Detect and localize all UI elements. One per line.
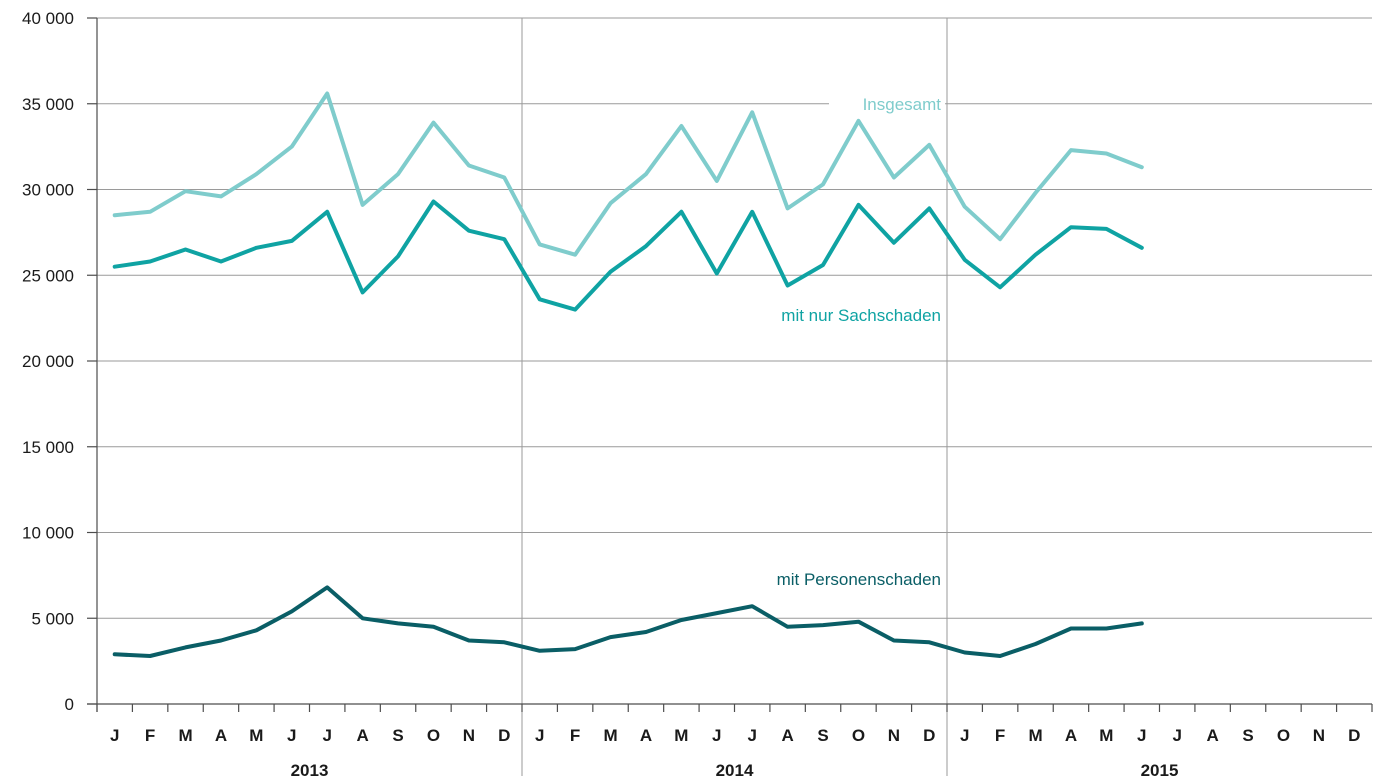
- year-labels: 2013 2014 2015: [291, 761, 1179, 780]
- x-tick-label: J: [287, 726, 296, 745]
- y-axis-tick-labels: 0 5 000 10 000 15 000 20 000 25 000 30 000 35 0…: [22, 9, 74, 714]
- x-tick-label: M: [603, 726, 617, 745]
- series-line: [112, 91, 1144, 257]
- series-lines: [112, 91, 1144, 658]
- x-tick-label: M: [674, 726, 688, 745]
- x-tick-label: D: [498, 726, 510, 745]
- year-label: 2013: [291, 761, 329, 780]
- x-tick-label: O: [852, 726, 865, 745]
- x-tick-label: F: [570, 726, 580, 745]
- y-tick-label: 25 000: [22, 266, 74, 285]
- axes: [87, 17, 1373, 712]
- y-tick-label: 10 000: [22, 524, 74, 543]
- y-tick-label: 5 000: [31, 609, 74, 628]
- y-tick-label: 35 000: [22, 95, 74, 114]
- y-tick-label: 30 000: [22, 181, 74, 200]
- y-tick-label: 40 000: [22, 9, 74, 28]
- series-label: mit Personenschaden: [777, 570, 941, 589]
- x-tick-label: D: [1348, 726, 1360, 745]
- x-tick-label: O: [1277, 726, 1290, 745]
- series-label: mit nur Sachschaden: [781, 306, 941, 325]
- x-tick-label: J: [322, 726, 331, 745]
- x-tick-label: A: [781, 726, 793, 745]
- x-tick-label: F: [145, 726, 155, 745]
- x-tick-label: M: [1099, 726, 1113, 745]
- series-line: [112, 199, 1144, 312]
- x-tick-label: A: [1206, 726, 1218, 745]
- x-tick-label: D: [923, 726, 935, 745]
- x-tick-label: J: [747, 726, 756, 745]
- x-tick-label: J: [712, 726, 721, 745]
- series-line: [112, 585, 1144, 658]
- x-tick-label: A: [1065, 726, 1077, 745]
- x-tick-label: J: [1172, 726, 1181, 745]
- x-tick-label: J: [110, 726, 119, 745]
- y-tick-label: 0: [65, 695, 74, 714]
- x-tick-label: J: [1137, 726, 1146, 745]
- x-tick-label: N: [888, 726, 900, 745]
- x-tick-label: M: [178, 726, 192, 745]
- series-label-background: [829, 92, 945, 116]
- x-tick-label: N: [463, 726, 475, 745]
- x-tick-label: S: [817, 726, 828, 745]
- y-tick-label: 20 000: [22, 352, 74, 371]
- x-tick-label: A: [215, 726, 227, 745]
- x-tick-label: J: [960, 726, 969, 745]
- year-label: 2015: [1141, 761, 1179, 780]
- grid-lines: [97, 17, 1372, 619]
- x-tick-label: M: [1028, 726, 1042, 745]
- x-tick-label: M: [249, 726, 263, 745]
- year-label: 2014: [716, 761, 754, 780]
- year-dividers: [521, 18, 948, 776]
- x-tick-label: S: [1242, 726, 1253, 745]
- x-tick-label: F: [995, 726, 1005, 745]
- series-labels: Insgesamt mit nur Sachschaden mit Personen…: [777, 92, 945, 589]
- x-tick-label: A: [356, 726, 368, 745]
- x-tick-label: S: [392, 726, 403, 745]
- x-tick-label: O: [427, 726, 440, 745]
- series-label: Insgesamt: [863, 95, 942, 114]
- x-tick-label: J: [535, 726, 544, 745]
- x-tick-label: N: [1313, 726, 1325, 745]
- x-tick-label: A: [640, 726, 652, 745]
- y-tick-label: 15 000: [22, 438, 74, 457]
